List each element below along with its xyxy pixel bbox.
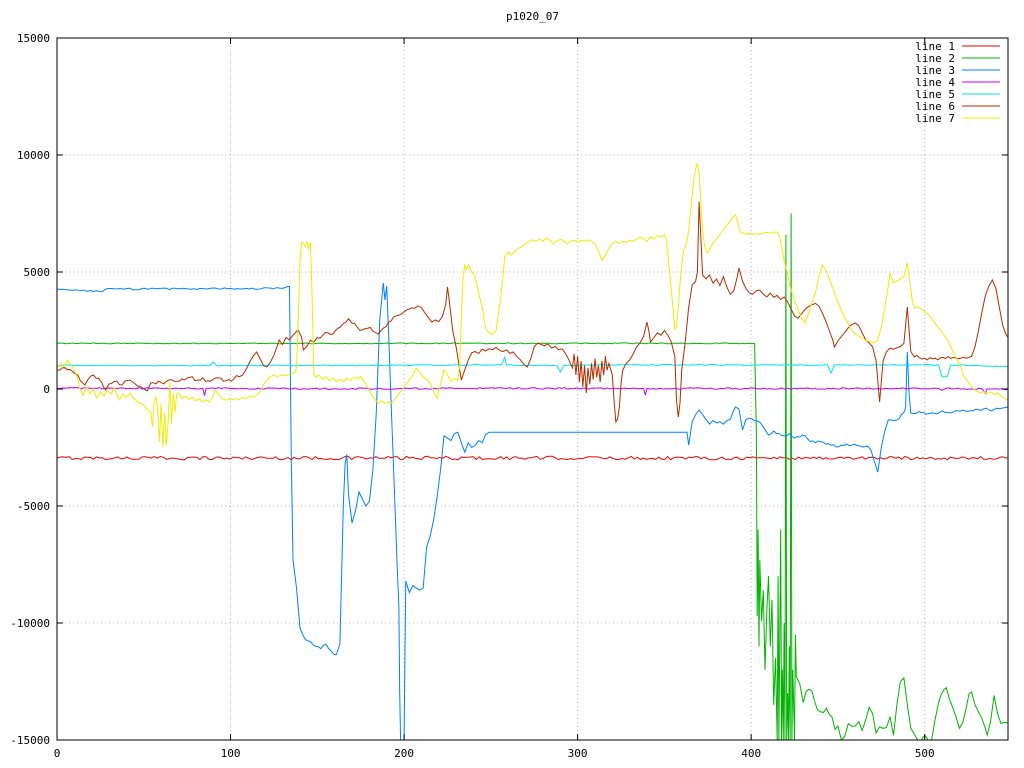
y-tick-label: 0 [43, 383, 50, 396]
legend-item: line 7 [915, 112, 1000, 125]
x-tick-label: 500 [915, 747, 935, 760]
series-line-2 [57, 213, 1008, 740]
y-tick-label: -15000 [10, 734, 50, 747]
x-tick-label: 300 [568, 747, 588, 760]
legend-item: line 4 [915, 76, 1000, 89]
x-tick-label: 200 [394, 747, 414, 760]
y-tick-label: 15000 [17, 32, 50, 45]
legend-label: line 1 [915, 40, 955, 53]
legend-label: line 6 [915, 100, 955, 113]
legend-label: line 2 [915, 52, 955, 65]
series-line-7 [57, 162, 1008, 448]
legend-label: line 3 [915, 64, 955, 77]
axis-label-layer: 0 100 200 300 400 500 -15000 -10000 -5000 0 5000 10… [10, 32, 934, 760]
series-line-5 [57, 355, 1008, 378]
legend-label: line 7 [915, 112, 955, 125]
series-line-6 [57, 201, 1008, 424]
series-layer [57, 162, 1008, 740]
axis-layer [56, 37, 1009, 741]
y-tick-label: 10000 [17, 149, 50, 162]
series-line-1 [57, 455, 1008, 461]
legend-item: line 6 [915, 100, 1000, 113]
y-tick-label: -5000 [17, 500, 50, 513]
legend-item: line 2 [915, 52, 1000, 65]
x-tick-label: 0 [54, 747, 61, 760]
series-line-4 [57, 386, 1008, 396]
chart-title: p1020_07 [506, 10, 559, 23]
x-tick-label: 100 [221, 747, 241, 760]
legend-item: line 1 [915, 40, 1000, 53]
legend-label: line 5 [915, 88, 955, 101]
y-tick-label: 5000 [24, 266, 51, 279]
y-tick-label: -10000 [10, 617, 50, 630]
series-line-3 [57, 282, 1008, 740]
x-tick-label: 400 [741, 747, 761, 760]
legend-label: line 4 [915, 76, 955, 89]
legend-item: line 5 [915, 88, 1000, 101]
legend-item: line 3 [915, 64, 1000, 77]
